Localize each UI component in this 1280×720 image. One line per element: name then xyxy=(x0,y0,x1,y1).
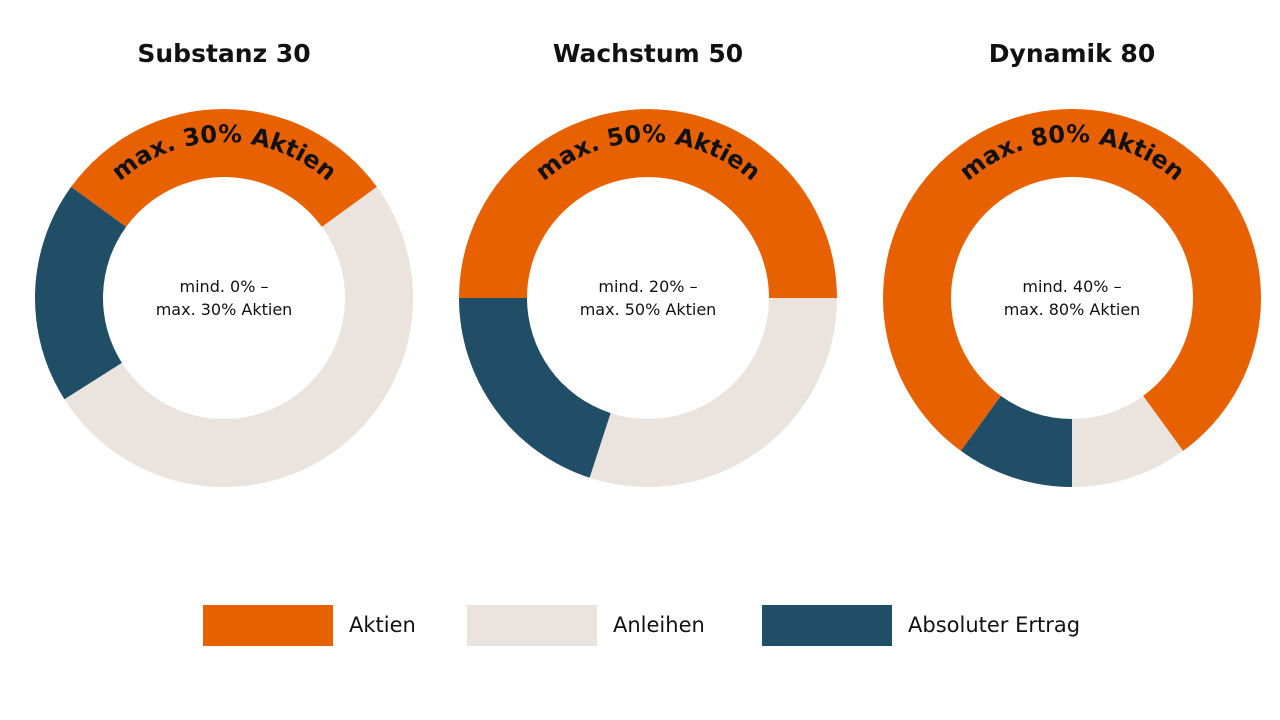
legend-swatch-anleihen xyxy=(467,604,597,646)
slice-anleihen xyxy=(589,298,837,487)
legend-label-anleihen: Anleihen xyxy=(613,613,705,637)
legend-label-absoluter-ertrag: Absoluter Ertrag xyxy=(908,613,1081,637)
chart-title: Substanz 30 xyxy=(137,39,310,68)
center-label-line-1: mind. 20% – xyxy=(598,277,697,296)
slice-aktien xyxy=(459,109,837,298)
center-label-line-2: max. 80% Aktien xyxy=(1004,300,1141,319)
legend-item-aktien: Aktien xyxy=(203,604,416,646)
chart-title: Wachstum 50 xyxy=(553,39,743,68)
center-label-line-2: max. 50% Aktien xyxy=(580,300,717,319)
chart-title: Dynamik 80 xyxy=(989,39,1155,68)
center-label-line-2: max. 30% Aktien xyxy=(156,300,293,319)
slice-absoluter-ertrag xyxy=(960,395,1072,487)
legend-item-absoluter-ertrag: Absoluter Ertrag xyxy=(762,604,1080,646)
slice-aktien xyxy=(882,109,1261,451)
slice-absoluter-ertrag xyxy=(35,186,127,400)
legend-swatch-absoluter-ertrag xyxy=(762,604,892,646)
donut-charts: Substanz 30 max. 30% Aktien mind. 0% – max.… xyxy=(35,39,1261,487)
legend: Aktien Anleihen Absoluter Ertrag xyxy=(0,604,1280,646)
legend-swatch-aktien xyxy=(203,604,333,646)
legend-label-aktien: Aktien xyxy=(349,613,416,637)
center-label: mind. 40% – max. 80% Aktien xyxy=(1004,277,1141,319)
slice-aktien xyxy=(71,108,377,227)
legend-item-anleihen: Anleihen xyxy=(467,604,705,646)
slice-absoluter-ertrag xyxy=(459,298,611,478)
slice-anleihen xyxy=(1072,395,1184,487)
center-label-line-1: mind. 40% – xyxy=(1022,277,1121,296)
slice-anleihen xyxy=(64,186,413,487)
center-label-line-1: mind. 0% – xyxy=(180,277,269,296)
center-label: mind. 20% – max. 50% Aktien xyxy=(580,277,717,319)
center-label: mind. 0% – max. 30% Aktien xyxy=(156,277,293,319)
